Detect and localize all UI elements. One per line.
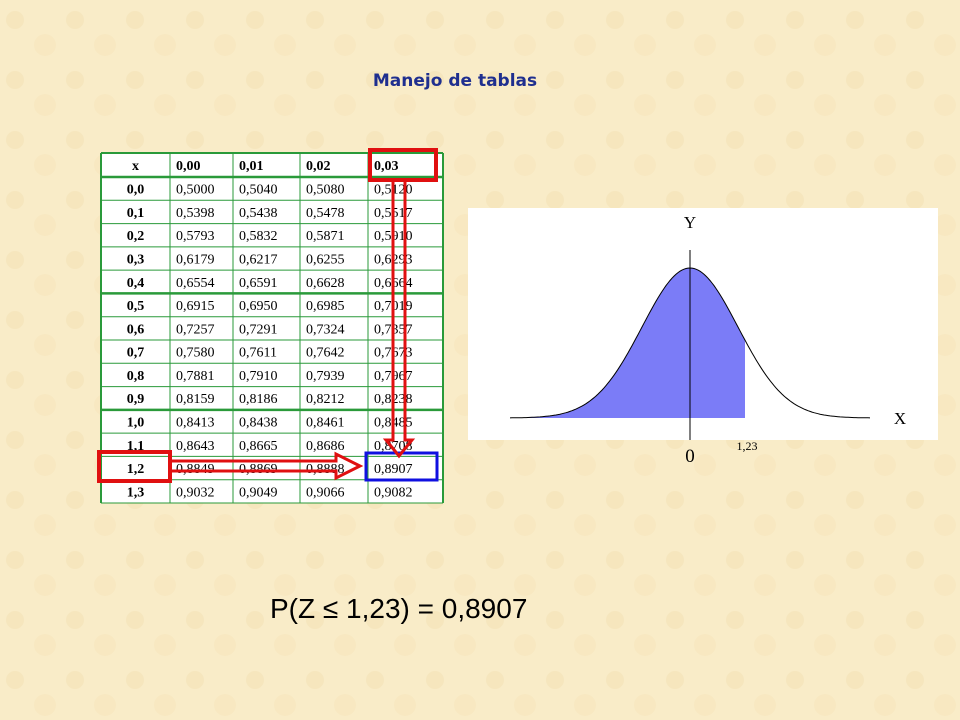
- cell: 0,8212: [306, 392, 345, 407]
- cell: 0,6: [127, 322, 145, 337]
- cell: 0,7642: [306, 346, 345, 361]
- cell: 0,0: [127, 183, 145, 198]
- cell: 0,5: [127, 299, 145, 314]
- cell: 0,5793: [176, 229, 215, 244]
- origin-label: 0: [685, 446, 695, 467]
- cell: 0,8665: [239, 439, 278, 454]
- cell: x: [132, 159, 139, 174]
- cell: 0,6554: [176, 276, 215, 291]
- cell: 0,03: [374, 159, 399, 174]
- cell: 0,6217: [239, 253, 278, 268]
- table: x 0,00 0,01 0,02 0,03 0,0 0,5000 0,5040 0,5080 0,…: [100, 152, 444, 504]
- cell: 0,9066: [306, 485, 345, 500]
- cell: 0,7: [127, 346, 145, 361]
- cell: 0,1: [127, 206, 145, 221]
- cell: 0,6255: [306, 253, 345, 268]
- cell: 0,6915: [176, 299, 215, 314]
- down-arrow: [382, 178, 416, 459]
- cell: 1,0: [127, 416, 145, 431]
- cell: 0,3: [127, 253, 145, 268]
- cell: 0,5000: [176, 183, 215, 198]
- formula: P(Z ≤ 1,23) = 0,8907: [270, 593, 527, 624]
- cell: 0,7324: [306, 322, 345, 337]
- cell: 1,3: [127, 485, 145, 500]
- cell: 0,6628: [306, 276, 345, 291]
- cell: 0,9049: [239, 485, 278, 500]
- cell: 0,7580: [176, 346, 215, 361]
- title: Manejo de tablas: [373, 71, 537, 91]
- cell: 0,02: [306, 159, 331, 174]
- cell: 1,2: [127, 462, 145, 477]
- cell: 0,5478: [306, 206, 345, 221]
- y-label: Y: [684, 213, 696, 232]
- cell: 0,7939: [306, 369, 345, 384]
- cell: 0,5040: [239, 183, 278, 198]
- cell: 0,8438: [239, 416, 278, 431]
- cell: 0,6179: [176, 253, 215, 268]
- cell: 0,9032: [176, 485, 215, 500]
- cell: 0,8: [127, 369, 145, 384]
- cell: 0,2: [127, 229, 145, 244]
- cell: 0,8186: [239, 392, 278, 407]
- cell: 0,00: [176, 159, 201, 174]
- shaded-area: [510, 268, 745, 418]
- cell: 0,7910: [239, 369, 278, 384]
- cell: 0,01: [239, 159, 264, 174]
- cell: 0,7291: [239, 322, 278, 337]
- x-label: X: [894, 409, 906, 428]
- cell: 0,8413: [176, 416, 215, 431]
- cell: 0,5080: [306, 183, 345, 198]
- cell: 0,8643: [176, 439, 215, 454]
- cell: 0,9082: [374, 485, 413, 500]
- cell: 0,6950: [239, 299, 278, 314]
- cell: 0,8159: [176, 392, 215, 407]
- cell: 0,5871: [306, 229, 345, 244]
- z-label: 1,23: [737, 439, 758, 453]
- cell: 0,9: [127, 392, 145, 407]
- cell: 0,7611: [239, 346, 277, 361]
- cell: 0,7881: [176, 369, 215, 384]
- cell: 0,8686: [306, 439, 345, 454]
- cell: 0,5832: [239, 229, 278, 244]
- right-arrow: [168, 451, 364, 481]
- cell: 0,6591: [239, 276, 278, 291]
- graph: Y X 0 1,23: [468, 208, 938, 467]
- cell: 0,8461: [306, 416, 345, 431]
- cell: 0,5398: [176, 206, 215, 221]
- cell: 0,4: [127, 276, 145, 291]
- cell: 0,8907: [374, 462, 413, 477]
- cell: 0,6985: [306, 299, 345, 314]
- highlights: [97, 148, 439, 483]
- cell: 0,5438: [239, 206, 278, 221]
- table-bg: [101, 153, 443, 503]
- cell: 0,7257: [176, 322, 215, 337]
